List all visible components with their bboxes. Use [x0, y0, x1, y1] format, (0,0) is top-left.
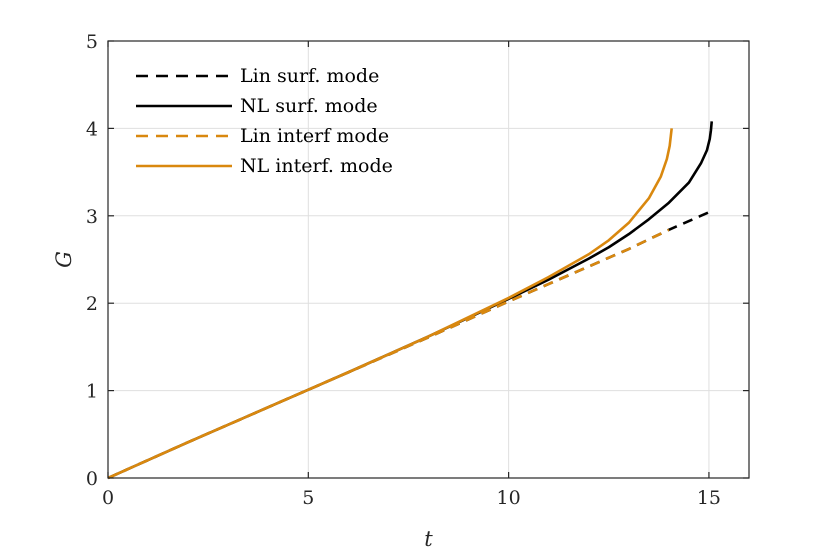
y-axis-label: G — [52, 251, 76, 268]
y-tick-label: 0 — [86, 468, 98, 490]
legend-label-2: NL surf. mode — [240, 95, 378, 117]
y-tick-label: 4 — [86, 118, 98, 140]
legend-label-3: Lin interf mode — [240, 125, 389, 147]
series-line-4 — [107, 128, 673, 480]
x-tick-label: 15 — [697, 487, 721, 509]
series-layer — [107, 121, 714, 480]
tick-labels-layer: 0 5 10 15 0 1 2 3 4 5 — [86, 31, 721, 509]
x-tick-label: 5 — [302, 487, 314, 509]
plot-frame — [107, 40, 750, 479]
legend-label-1: Lin surf. mode — [240, 65, 379, 87]
x-tick-label: 10 — [497, 487, 521, 509]
y-tick-label: 2 — [86, 293, 98, 315]
x-tick-label: 0 — [102, 487, 114, 509]
y-tick-label: 5 — [86, 31, 98, 53]
y-tick-label: 1 — [86, 381, 98, 403]
y-tick-label: 3 — [86, 206, 98, 228]
x-axis-label: t — [424, 527, 433, 551]
legend: Lin surf. mode NL surf. mode Lin interf mo… — [136, 65, 393, 177]
legend-label-4: NL interf. mode — [240, 155, 393, 177]
ticks-layer — [107, 40, 749, 479]
